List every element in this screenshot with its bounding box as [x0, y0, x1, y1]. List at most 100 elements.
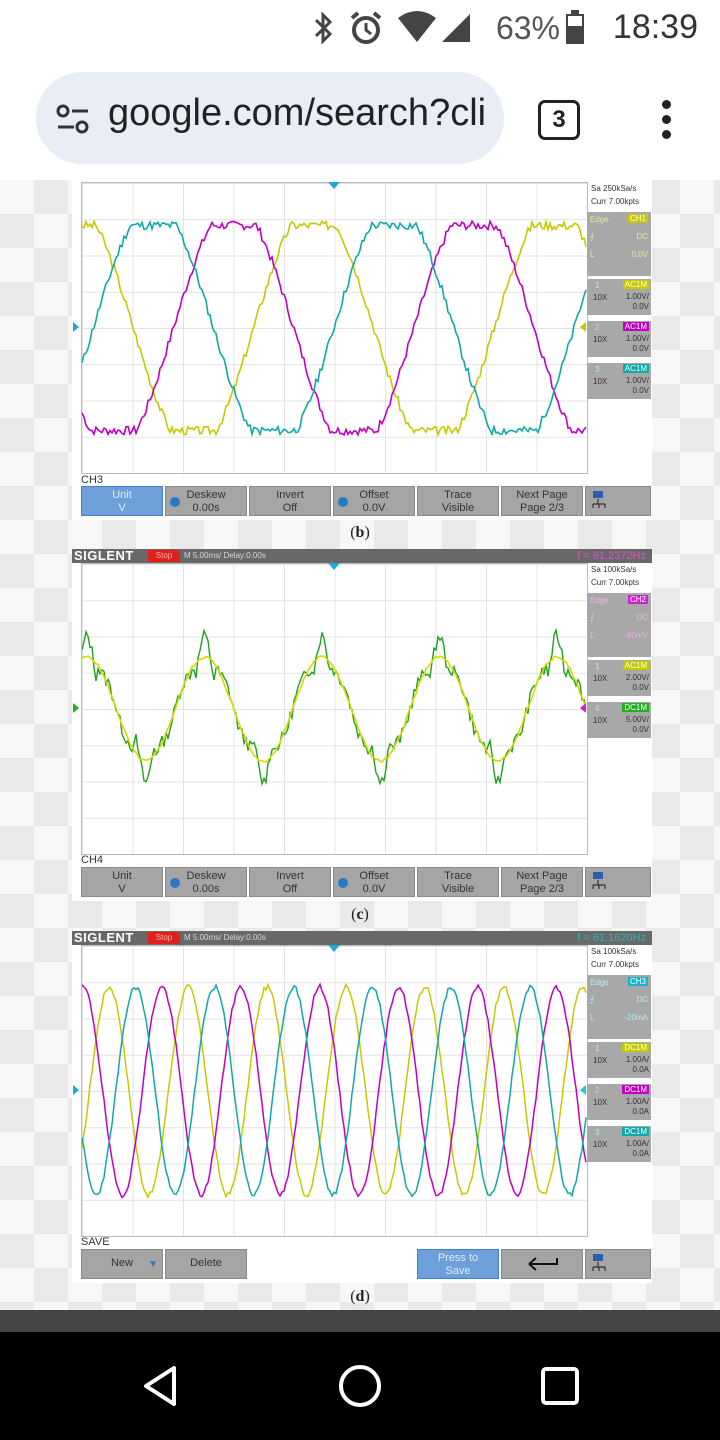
softkey-value: 0.00s	[192, 502, 220, 514]
knob-icon	[170, 878, 180, 888]
scope-screenshot-d: SIGLENT Stop M 5.00ms/ Delay:0.00s f = 6…	[72, 931, 652, 1283]
softkey-value: V	[118, 883, 126, 895]
softkey-next-page[interactable]: Next Page Page 2/3	[501, 486, 583, 516]
network-status	[585, 1249, 651, 1279]
acquisition-panel: Sa 100kSa/s Curr 7.00kpts Edge CH2 ⨍ DC …	[587, 565, 651, 745]
channel-scale: 1.00V/	[625, 334, 649, 343]
channel-probe: 10X	[593, 1056, 608, 1065]
channel-scale: 1.00V/	[625, 292, 649, 301]
softkey-value: Page 2/3	[519, 883, 565, 895]
channel-coupling: AC1M	[622, 322, 649, 331]
channel-coupling: AC1M	[622, 364, 649, 373]
figure-caption-b: (b)	[350, 524, 370, 541]
url-text[interactable]: google.com/search?cli	[108, 92, 487, 134]
memory-depth: Curr 7.00kpts	[591, 578, 640, 587]
softkey-deskew[interactable]: Deskew 0.00s	[165, 867, 247, 897]
knob-icon	[170, 497, 180, 507]
softkey-offset[interactable]: Offset 0.0V	[333, 867, 415, 897]
channel-probe: 10X	[593, 377, 608, 386]
trigger-level: -20mA	[624, 1013, 648, 1022]
channel-offset: 0.0V	[632, 302, 649, 311]
channel-probe: 10X	[593, 1140, 608, 1149]
trigger-position-marker	[328, 563, 340, 570]
softkey-value: Off	[282, 883, 298, 895]
press-to-save-button[interactable]: Press to Save	[417, 1249, 499, 1279]
softkey-trace[interactable]: Trace Visible	[417, 486, 499, 516]
softkey-unit[interactable]: Unit V	[81, 867, 163, 897]
trigger-source: CH1	[627, 214, 648, 223]
softkey-value: 0.0V	[362, 883, 386, 895]
softkey-offset[interactable]: Offset 0.0V	[333, 486, 415, 516]
channel-info-3: 3 AC1M 10X 1.00V/ 0.0V	[587, 363, 651, 399]
channel-number: 1	[595, 662, 600, 671]
page-content: Sa 250kSa/s Curr 7.00kpts Edge CH1 ⨍ DC …	[0, 180, 720, 1310]
address-bar[interactable]: google.com/search?cli	[36, 72, 504, 164]
channel-number: 2	[595, 323, 600, 332]
network-icon	[592, 491, 606, 508]
channel-number: 1	[595, 1044, 600, 1053]
trigger-box: Edge CH1 ⨍ DC L 0.0V	[587, 212, 651, 276]
trigger-source: CH3	[627, 977, 648, 986]
softkey-value: Off	[282, 502, 298, 514]
channel-coupling: DC1M	[622, 703, 649, 712]
siglent-logo: SIGLENT	[74, 548, 134, 563]
sample-rate: Sa 250kSa/s	[591, 184, 637, 193]
trigger-box: Edge CH2 ⨍ DC L -80mV	[587, 593, 651, 657]
edge-rising-icon: ⨍	[590, 995, 595, 1004]
figure-caption-c: (c)	[351, 906, 369, 923]
softkey-next-page[interactable]: Next Page Page 2/3	[501, 867, 583, 897]
softkey-label: Invert	[276, 870, 304, 882]
more-vert-icon[interactable]	[656, 100, 676, 140]
waveform-plot	[82, 627, 587, 787]
frequency-readout: f = 61.1620Hz	[577, 932, 646, 944]
recents-icon[interactable]	[540, 1366, 580, 1406]
trace-ch3	[82, 220, 587, 438]
caption-letter: c	[356, 906, 364, 923]
waveform-grid	[81, 563, 588, 855]
softkey-label: Invert	[276, 489, 304, 501]
softkey-invert[interactable]: Invert Off	[249, 867, 331, 897]
trigger-source: CH2	[627, 595, 648, 604]
save-delete-button[interactable]: Delete	[165, 1249, 247, 1279]
softkey-label: Trace	[444, 489, 472, 501]
scope-screenshot-b: Sa 250kSa/s Curr 7.00kpts Edge CH1 ⨍ DC …	[72, 180, 652, 520]
tab-switcher-button[interactable]: 3	[538, 100, 580, 140]
trigger-box: Edge CH3 ⨍ DC L -20mA	[587, 975, 651, 1039]
memory-depth: Curr 7.00kpts	[591, 960, 640, 969]
sample-rate: Sa 100kSa/s	[591, 565, 637, 574]
scroll-shade	[0, 1310, 720, 1332]
acquisition-panel: Sa 250kSa/s Curr 7.00kpts Edge CH1 ⨍ DC …	[587, 184, 651, 404]
network-icon	[592, 872, 606, 889]
softkey-label: Delete	[190, 1257, 222, 1269]
trace-ch3	[82, 983, 587, 1198]
channel-scale: 1.00A/	[625, 1139, 649, 1148]
site-settings-icon[interactable]	[56, 104, 90, 134]
caption-letter: b	[355, 524, 365, 541]
softkey-label: Offset	[359, 870, 389, 882]
channel-info-3: 3 DC1M 10X 1.00A/ 0.0A	[587, 1126, 651, 1162]
menu-title: CH4	[81, 854, 104, 866]
softkey-label: Deskew	[186, 870, 226, 882]
softkey-trace[interactable]: Trace Visible	[417, 867, 499, 897]
frequency-readout: f = 61.2372Hz	[577, 550, 646, 562]
softkey-invert[interactable]: Invert Off	[249, 486, 331, 516]
channel-number: 3	[595, 1128, 600, 1137]
channel-scale: 1.00A/	[625, 1055, 649, 1064]
trace-ch4	[82, 627, 587, 787]
save-new-button[interactable]: New ▼	[81, 1249, 163, 1279]
home-icon[interactable]	[336, 1362, 384, 1410]
trigger-level: 0.0V	[631, 250, 648, 259]
channel-scale: 1.00A/	[625, 1097, 649, 1106]
return-button[interactable]	[501, 1249, 583, 1279]
softkey-label: Press to Save	[437, 1252, 479, 1277]
menu-title: CH3	[81, 474, 104, 486]
trigger-level-prefix: L	[590, 1013, 595, 1022]
softkey-deskew[interactable]: Deskew 0.00s	[165, 486, 247, 516]
back-icon[interactable]	[140, 1364, 180, 1408]
softkey-unit[interactable]: Unit V	[81, 486, 163, 516]
softkey-value: Visible	[441, 883, 475, 895]
channel-offset: 0.0V	[632, 386, 649, 395]
waveform-grid	[81, 945, 588, 1237]
run-state-badge: Stop	[148, 550, 180, 562]
softkey-label: Trace	[444, 870, 472, 882]
